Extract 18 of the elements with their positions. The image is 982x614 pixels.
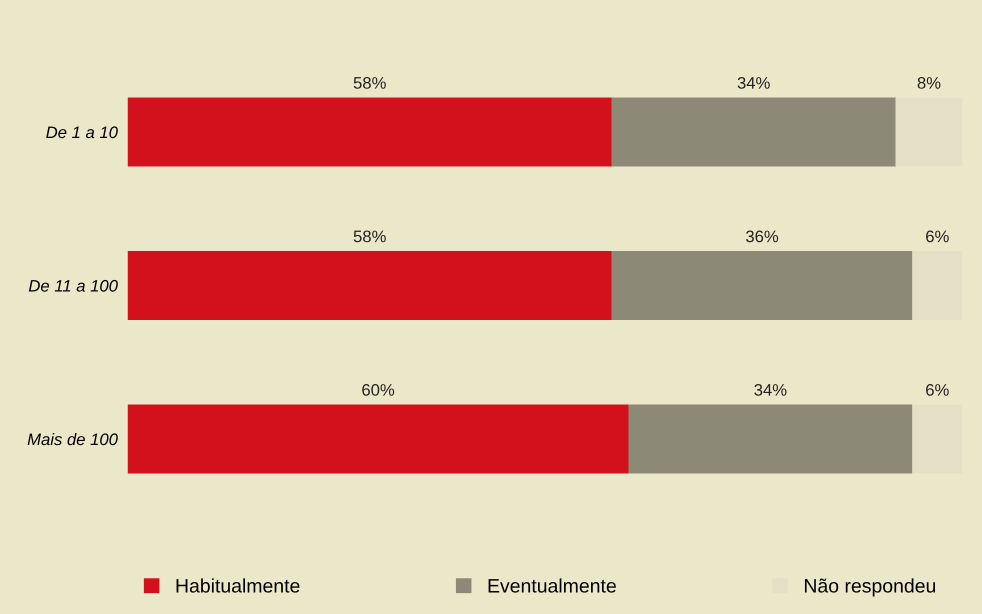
data-label: 34% (738, 77, 770, 89)
bar (128, 250, 612, 320)
y-tick-label: De 11 a 100 (28, 280, 118, 292)
data-label: 6% (926, 384, 949, 396)
legend-label: Eventualmente (488, 578, 616, 593)
data-label: 6% (926, 230, 949, 242)
data-label: 34% (754, 384, 786, 396)
data-label: 36% (746, 230, 778, 242)
y-tick-label: Mais de 100 (28, 432, 118, 446)
legend-label: Não respondeu (804, 578, 936, 596)
data-label: 58% (354, 230, 386, 242)
data-label: 8% (918, 77, 940, 89)
bar (128, 404, 628, 474)
legend-label: Habitualmente (176, 578, 300, 593)
bar (128, 97, 612, 167)
data-label: 60% (362, 384, 394, 396)
y-tick-label: De 1 a 10 (46, 126, 118, 138)
data-label: 58% (354, 77, 386, 89)
